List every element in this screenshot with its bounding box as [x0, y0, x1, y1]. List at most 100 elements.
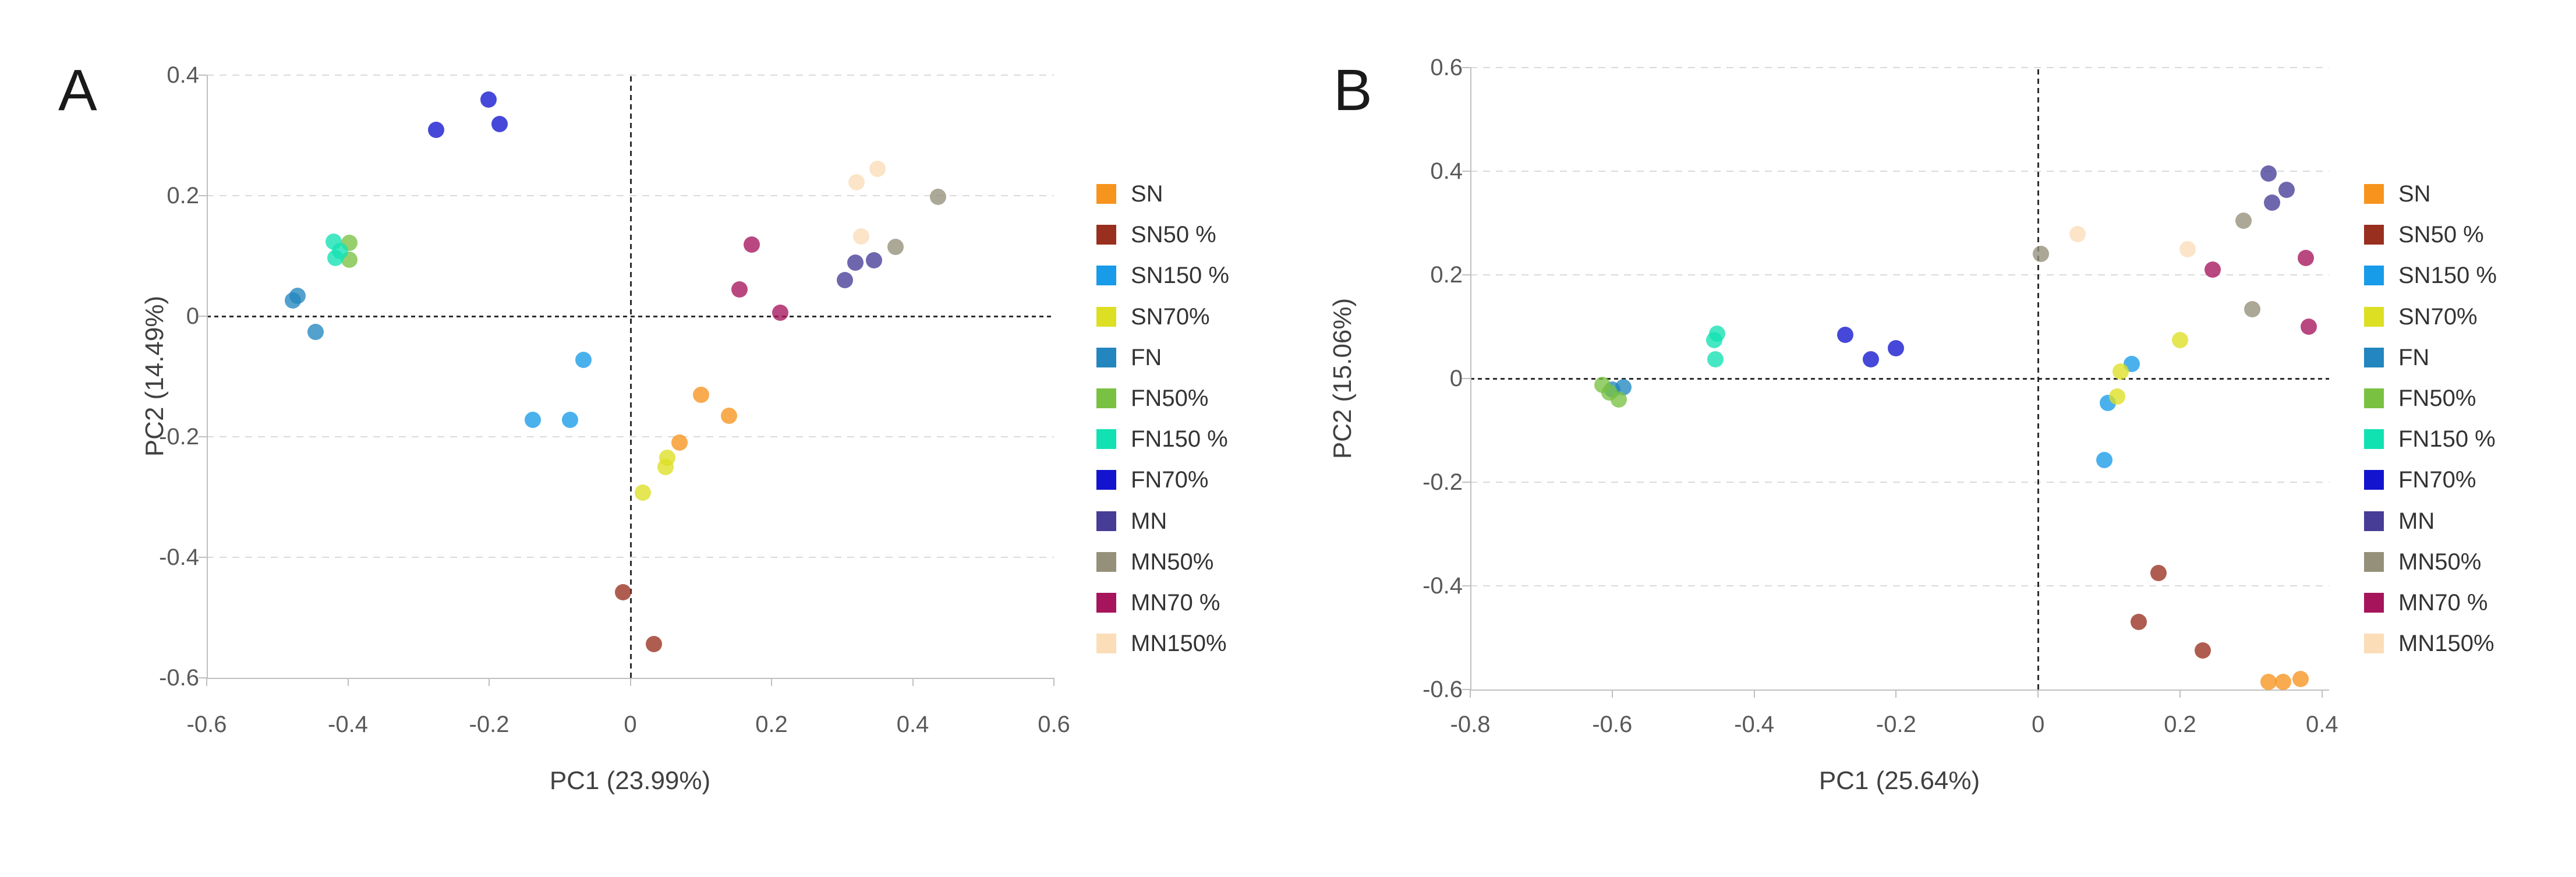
x-axis-tick-label: 0.2	[2164, 712, 2196, 737]
legend-label: SN70%	[1131, 303, 1210, 330]
point-sn	[671, 434, 688, 451]
legend-label: FN150 %	[1131, 426, 1228, 452]
y-axis-tick-label: -0.6	[159, 665, 199, 691]
panel-b-x-axis-title: PC1 (25.64%)	[1818, 766, 1980, 795]
y-axis-tick-mark	[199, 557, 207, 558]
y-axis-line	[1470, 68, 1471, 691]
y-axis-tick-label: -0.4	[159, 544, 199, 570]
y-axis-tick-mark	[1462, 378, 1470, 379]
x-axis-tick-label: -0.8	[1450, 712, 1491, 737]
legend-label: MN	[1131, 508, 1167, 534]
point-sn70	[657, 458, 674, 475]
point-fn70	[1888, 340, 1905, 357]
point-sn150	[562, 412, 579, 429]
y-axis-tick-mark	[1462, 171, 1470, 172]
legend-label: FN50%	[2398, 386, 2476, 411]
point-mn50	[2033, 246, 2050, 263]
legend-label: FN50%	[1131, 386, 1209, 411]
panel-a-x-axis-title: PC1 (23.99%)	[549, 766, 711, 795]
y-axis-tick-label: -0.6	[1423, 677, 1463, 702]
x-axis-tick-label: -0.2	[1876, 712, 1916, 737]
point-mn50	[887, 238, 904, 255]
point-fn150	[1706, 332, 1723, 349]
zero-gridline-horizontal	[1470, 378, 2329, 380]
legend-swatch-mn	[1096, 511, 1116, 531]
x-axis-tick-mark	[2321, 689, 2323, 698]
x-axis-tick-label: -0.4	[1734, 712, 1775, 737]
zero-gridline-vertical	[629, 75, 632, 678]
point-sn	[721, 407, 738, 424]
point-sn	[2292, 671, 2309, 688]
legend-swatch-fn70	[1096, 470, 1116, 490]
x-axis-tick-mark	[206, 678, 207, 686]
point-fn	[307, 323, 324, 340]
y-axis-line	[207, 75, 208, 679]
x-axis-tick-label: 0.4	[2305, 712, 2338, 737]
legend-label: SN50 %	[2398, 222, 2484, 248]
zero-gridline-vertical	[2037, 68, 2040, 689]
point-mn150	[848, 174, 865, 191]
point-sn150	[2096, 451, 2113, 468]
legend-label: SN150 %	[1131, 263, 1229, 289]
point-fn150	[1707, 351, 1724, 368]
y-axis-tick-label: 0.2	[167, 183, 199, 208]
point-mn150	[852, 228, 869, 245]
legend-swatch-mn70	[1096, 593, 1116, 613]
y-axis-tick-label: -0.2	[1423, 469, 1463, 495]
point-sn	[2274, 673, 2291, 690]
legend-label: FN	[2398, 344, 2430, 370]
legend-label: MN70 %	[1131, 590, 1220, 616]
y-axis-tick-mark	[199, 677, 207, 678]
x-axis-tick-mark	[1895, 689, 1897, 698]
legend-swatch-sn	[1096, 184, 1116, 204]
y-axis-tick-label: 0.6	[1430, 55, 1463, 80]
y-axis-tick-label: -0.2	[159, 424, 199, 450]
legend-label: MN50%	[1131, 549, 1214, 575]
y-axis-tick-label: 0.2	[1430, 262, 1463, 288]
legend-swatch-fn70	[2364, 470, 2384, 490]
legend-label: MN150%	[2398, 631, 2494, 657]
point-sn70	[635, 485, 652, 501]
y-axis-tick-mark	[199, 75, 207, 76]
point-sn50	[2131, 614, 2147, 631]
legend-label: SN	[1131, 181, 1163, 207]
y-axis-tick-label: -0.4	[1423, 573, 1463, 599]
x-axis-tick-mark	[2037, 689, 2039, 698]
gridline-horizontal	[1470, 171, 2329, 172]
point-fn70	[1837, 327, 1853, 344]
point-mn50	[2235, 213, 2252, 229]
point-sn70	[2172, 332, 2188, 349]
legend-swatch-sn50	[1096, 225, 1116, 245]
legend-label: FN	[1131, 344, 1162, 370]
y-axis-tick-mark	[199, 195, 207, 196]
point-mn70	[731, 281, 748, 298]
point-mn	[2278, 182, 2295, 199]
x-axis-line	[1470, 689, 2329, 691]
y-axis-tick-mark	[199, 436, 207, 437]
gridline-horizontal	[1470, 585, 2329, 586]
x-axis-tick-label: 0.2	[755, 712, 788, 737]
point-mn	[865, 252, 882, 268]
point-mn150	[2069, 225, 2086, 242]
x-axis-tick-mark	[629, 678, 631, 686]
legend-swatch-mn50	[2364, 551, 2384, 572]
legend-label: SN50 %	[1131, 222, 1216, 248]
x-axis-tick-label: -0.2	[469, 712, 509, 737]
legend-swatch-sn70	[2364, 306, 2384, 327]
legend-swatch-sn70	[1096, 306, 1116, 327]
legend-swatch-fn50	[2364, 388, 2384, 408]
legend-label: MN70 %	[2398, 590, 2488, 616]
x-axis-tick-mark	[771, 678, 772, 686]
panel-b-letter: B	[1333, 58, 1372, 123]
y-axis-tick-mark	[1462, 585, 1470, 586]
legend-label: SN70%	[2398, 303, 2478, 330]
point-mn	[847, 254, 864, 271]
point-mn150	[2179, 241, 2196, 257]
x-axis-tick-label: -0.4	[328, 712, 368, 737]
legend-swatch-mn50	[1096, 551, 1116, 572]
point-mn70	[772, 304, 788, 321]
legend-swatch-sn	[2364, 184, 2384, 204]
legend-swatch-mn150	[1096, 634, 1116, 654]
legend-label: FN70%	[1131, 467, 1209, 493]
point-sn	[2260, 673, 2277, 690]
